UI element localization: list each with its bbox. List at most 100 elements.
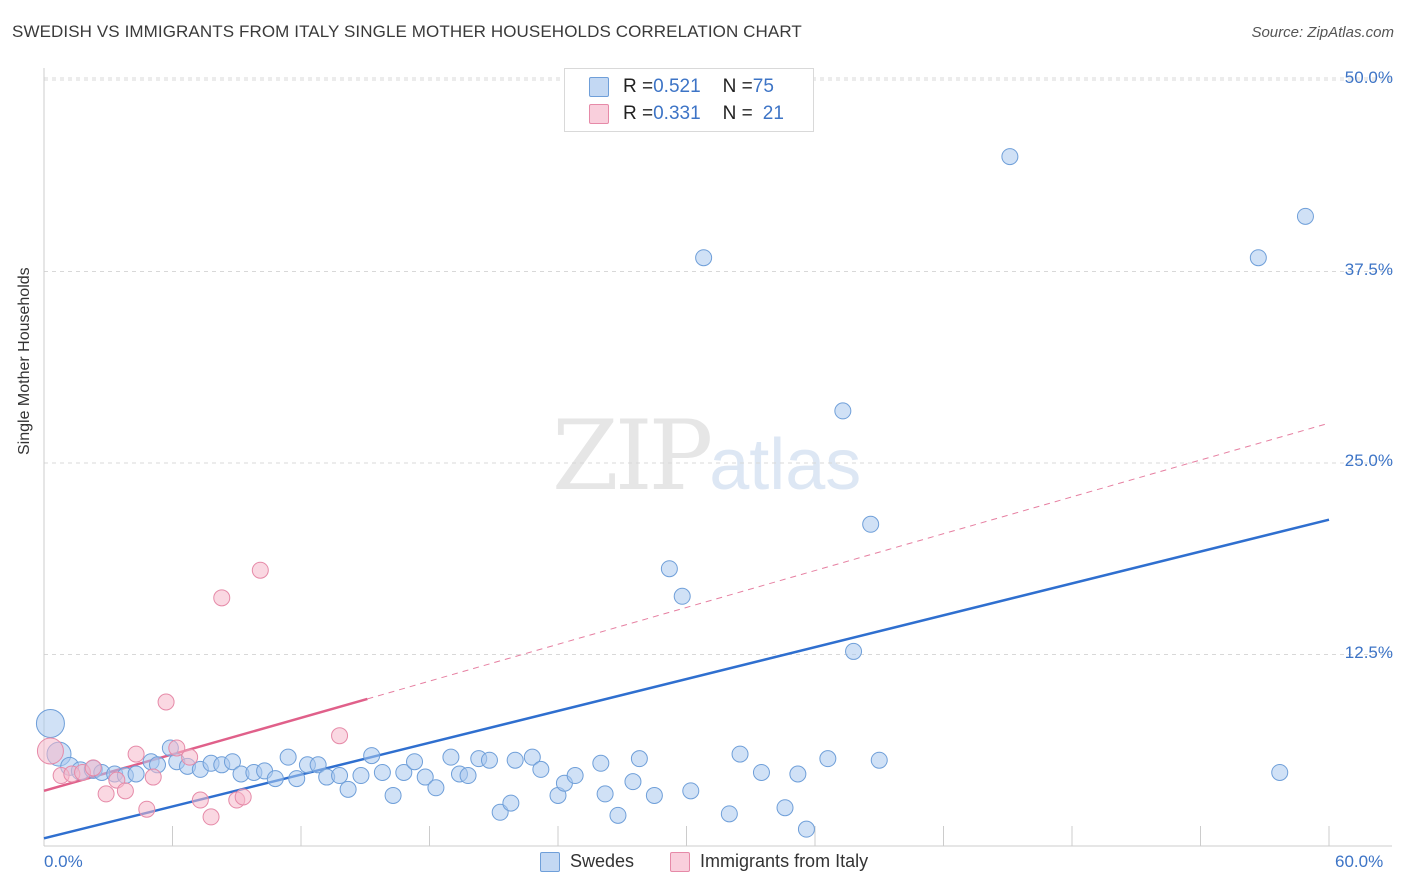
legend-row-italy: R = 0.331 N = 21 (589, 102, 784, 126)
italy-point (181, 748, 199, 766)
italy-point (168, 739, 186, 757)
swedes-point (797, 820, 815, 838)
italy-point (84, 759, 102, 777)
italy-swatch (589, 104, 609, 124)
italy-legend-label: Immigrants from Italy (700, 851, 869, 871)
swedes-point (459, 767, 477, 785)
y-tick-label: 37.5% (1344, 259, 1393, 279)
points-layer (35, 148, 1314, 838)
watermark: ZIPatlas (552, 400, 861, 512)
swedes-point (416, 768, 434, 786)
swedes-legend-label: Swedes (570, 851, 635, 871)
swedes-point (660, 560, 678, 578)
swedes-point (596, 785, 614, 803)
swedes-point (395, 763, 413, 781)
swedes-point (624, 773, 642, 791)
swedes-point (673, 587, 691, 605)
swedes-point (427, 779, 445, 797)
swedes-point (845, 642, 863, 660)
swedes-point (406, 753, 424, 771)
swedes-point (645, 786, 663, 804)
r-label: R = (623, 76, 654, 97)
swedes-point (35, 708, 65, 738)
swedes-trend-line (43, 518, 1330, 840)
swedes-point (682, 782, 700, 800)
italy-point (127, 745, 145, 763)
n-value: 21 (762, 103, 784, 124)
chart-title: SWEDISH VS IMMIGRANTS FROM ITALY SINGLE … (12, 22, 802, 41)
swedes-point (480, 751, 498, 769)
swedes-point (1271, 763, 1289, 781)
italy-point (138, 800, 156, 818)
italy-point (234, 788, 252, 806)
swedes-point (789, 765, 807, 783)
y-tick-label: 12.5% (1344, 642, 1393, 662)
swedes-point (870, 751, 888, 769)
italy-point (144, 768, 162, 786)
italy-point (251, 561, 269, 579)
correlation-legend: R = 0.521 N = 75 R = 0.331 N = 21 (564, 68, 814, 132)
italy-point (202, 808, 220, 826)
grid-layer (44, 77, 1392, 655)
swedes-point (752, 763, 770, 781)
r-value: 0.521 (653, 76, 701, 97)
swedes-point (566, 767, 584, 785)
swedes-point (309, 756, 327, 774)
y-tick-label: 50.0% (1344, 68, 1393, 87)
swedes-point (331, 767, 349, 785)
y-axis-label: Single Mother Households (16, 267, 33, 455)
y-tick-label: 25.0% (1344, 451, 1393, 470)
axis-layer (43, 68, 1392, 847)
swedes-point (776, 799, 794, 817)
italy-legend-swatch (670, 851, 691, 872)
r-value: 0.331 (653, 103, 701, 124)
swedes-point (720, 805, 738, 823)
swedes-point (373, 763, 391, 781)
swedes-point (695, 249, 713, 267)
italy-point (97, 785, 115, 803)
watermark-zip: ZIP (552, 400, 713, 512)
swedes-point (288, 770, 306, 788)
italy-point (191, 791, 209, 809)
swedes-point (1001, 148, 1019, 166)
swedes-point (442, 748, 460, 766)
swedes-point (279, 748, 297, 766)
swedes-point (834, 402, 852, 420)
swedes-point (523, 748, 541, 766)
swedes-swatch (589, 77, 609, 97)
swedes-point (127, 765, 145, 783)
swedes-point (363, 747, 381, 765)
swedes-point (630, 750, 648, 768)
italy-point (116, 782, 134, 800)
x-tick-label-min: 0.0% (44, 852, 83, 871)
swedes-point (339, 780, 357, 798)
swedes-point (592, 754, 610, 772)
swedes-point (384, 786, 402, 804)
swedes-point (1249, 249, 1267, 267)
italy-point (331, 727, 349, 745)
source-label: Source: ZipAtlas.com (1251, 24, 1394, 41)
italy-point (157, 693, 175, 711)
italy-point (36, 737, 64, 765)
swedes-point (266, 770, 284, 788)
legend-row-swedes: R = 0.521 N = 75 (589, 75, 774, 99)
swedes-point (502, 794, 520, 812)
swedes-point (609, 806, 627, 824)
swedes-point (506, 751, 524, 769)
series-legend: Swedes Immigrants from Italy (540, 851, 868, 872)
swedes-legend-swatch (540, 851, 560, 872)
swedes-point (731, 745, 749, 763)
swedes-point (1296, 207, 1314, 225)
r-label: R = (623, 103, 654, 124)
swedes-point (532, 760, 550, 778)
swedes-point (223, 753, 241, 771)
swedes-point (862, 515, 880, 533)
swedes-point (352, 767, 370, 785)
italy-point (213, 589, 231, 607)
n-label: N = (722, 76, 753, 97)
x-tick-label-max: 60.0% (1335, 852, 1384, 871)
italy-trend-extension (367, 422, 1330, 700)
n-value: 75 (752, 76, 774, 97)
n-label: N = (722, 103, 753, 124)
